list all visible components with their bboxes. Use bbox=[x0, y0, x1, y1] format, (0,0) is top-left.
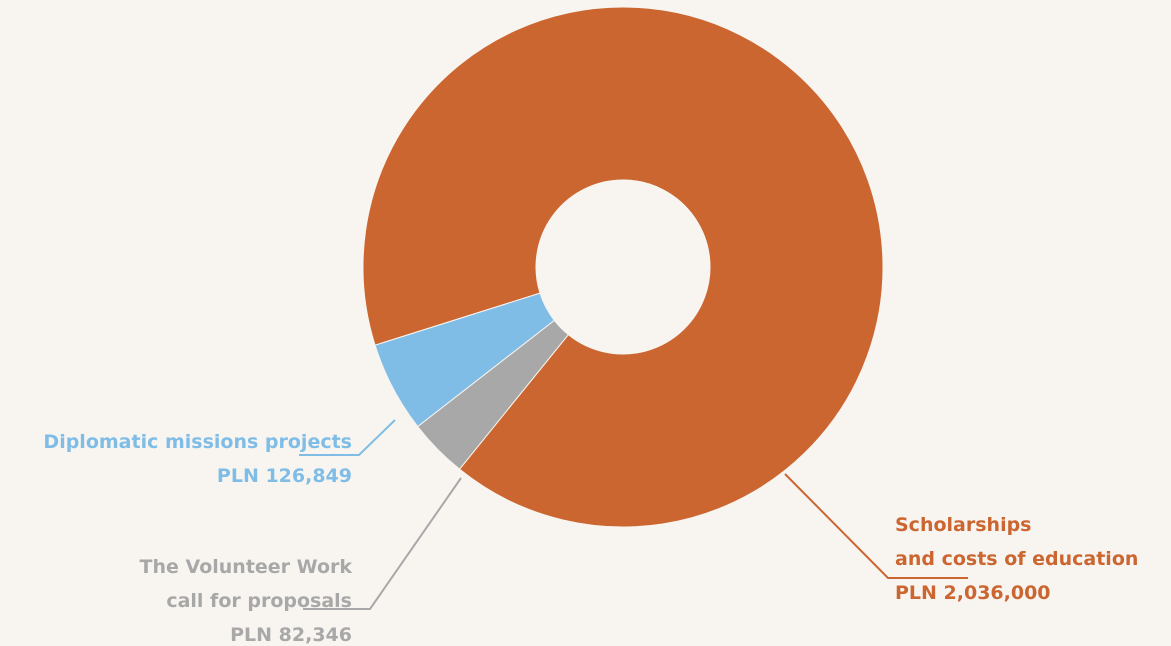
donut-slice-2 bbox=[374, 292, 555, 428]
leader-line-1 bbox=[303, 477, 462, 610]
slice-value-0: PLN 2,036,000 bbox=[895, 582, 1051, 604]
slice-label-0-line-0: Scholarships bbox=[895, 514, 1032, 536]
labels-layer: Scholarships and costs of education PLN 2,… bbox=[43, 431, 1138, 646]
leader-lines-layer bbox=[299, 419, 968, 610]
slice-label-0-line-1: and costs of education bbox=[895, 548, 1138, 570]
slice-label-1-line-0: The Volunteer Work bbox=[140, 556, 353, 578]
slice-label-1-line-1: call for proposals bbox=[166, 590, 352, 612]
donut-slice-0 bbox=[362, 6, 884, 528]
slices-layer bbox=[362, 6, 884, 528]
leader-line-0 bbox=[784, 473, 968, 579]
slice-value-1: PLN 82,346 bbox=[230, 624, 352, 646]
leader-line-2 bbox=[299, 419, 396, 456]
slice-label-2-line-0: Diplomatic missions projects bbox=[43, 431, 352, 453]
slice-value-2: PLN 126,849 bbox=[217, 465, 352, 487]
